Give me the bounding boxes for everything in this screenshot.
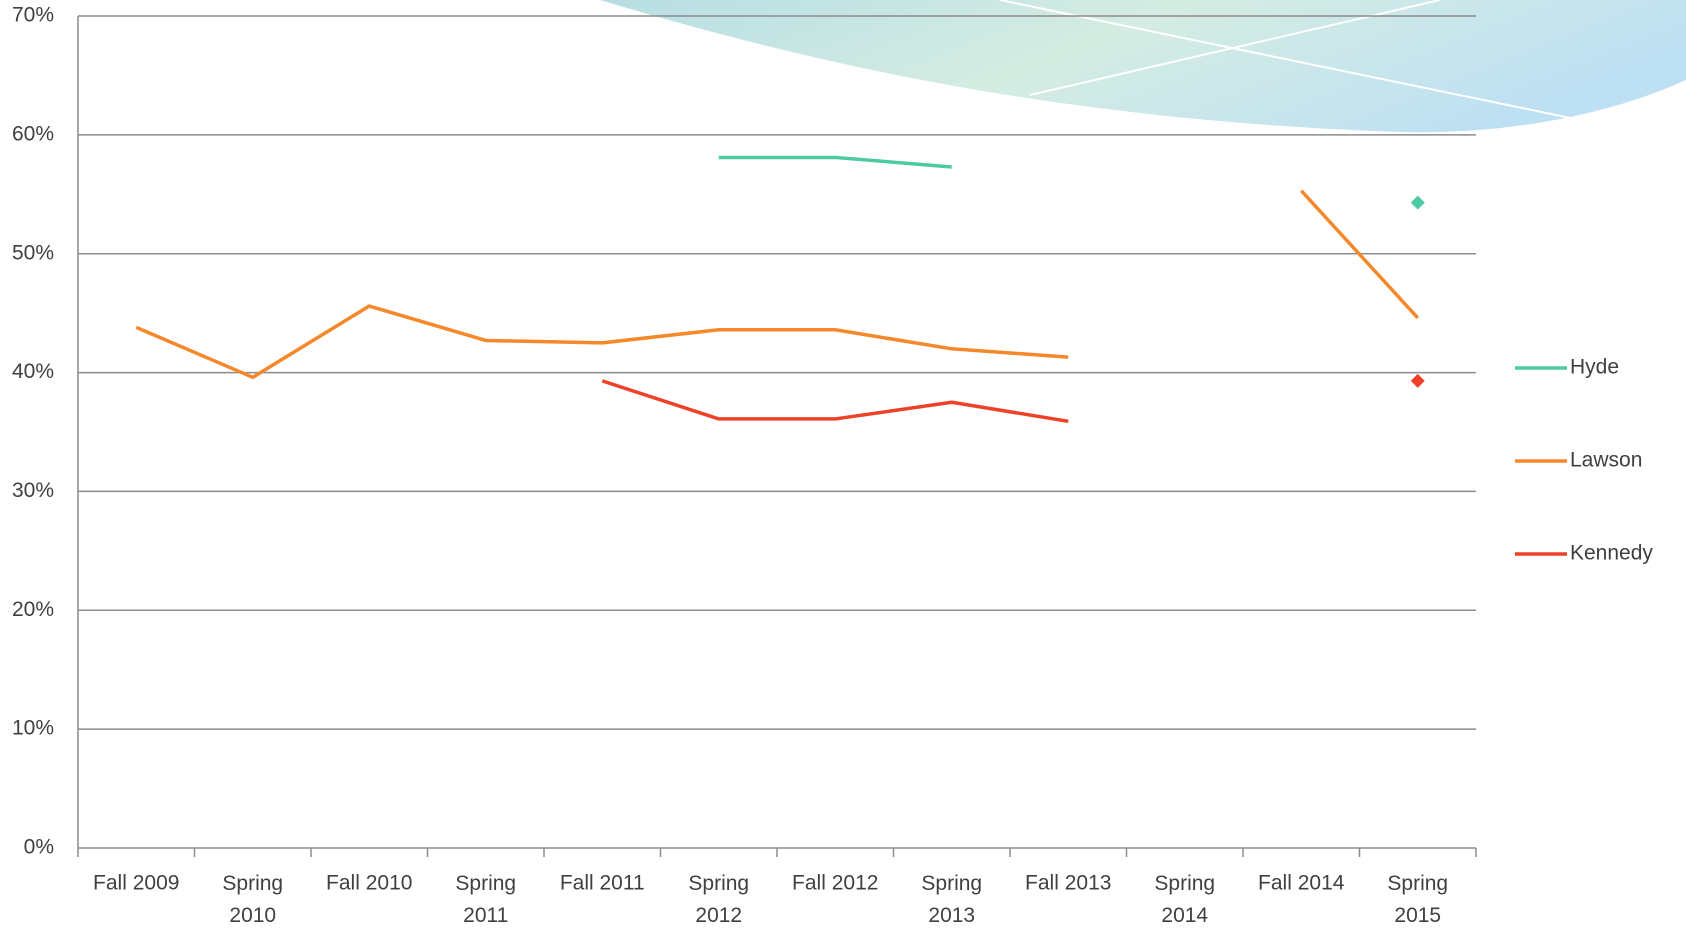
y-tick-label: 20% [12,598,54,621]
page: {"chart_data": {"type": "line", "categor… [0,0,1686,928]
x-tick-label: Fall 2011 [560,872,645,895]
x-tick-label: Fall 2012 [792,872,878,895]
decoration [600,0,1686,132]
x-tick-label: Fall 2010 [326,872,412,895]
series-line [136,306,1068,377]
x-tick-label: Fall 2014 [1258,872,1345,895]
x-tick-label: Fall 2009 [93,872,179,895]
y-tick-label: 10% [12,717,54,740]
point-marker [1411,196,1425,210]
legend-label: Hyde [1570,356,1619,379]
chart: 0% 10% 20% 30% 40% 50% 60% 70% Fall 2009 Spring20… [0,0,1686,928]
legend-label: Kennedy [1570,542,1653,565]
y-tick-label: 60% [12,122,54,145]
y-tick-label: 70% [12,4,54,27]
series-line [719,157,952,167]
y-tick-label: 0% [24,836,54,859]
y-tick-label: 50% [12,241,54,264]
legend-label: Lawson [1570,449,1642,472]
series-line [602,381,1068,421]
x-tick-label: Fall 2013 [1025,872,1111,895]
point-marker [1411,374,1425,388]
y-tick-label: 30% [12,479,54,502]
y-tick-label: 40% [12,360,54,383]
